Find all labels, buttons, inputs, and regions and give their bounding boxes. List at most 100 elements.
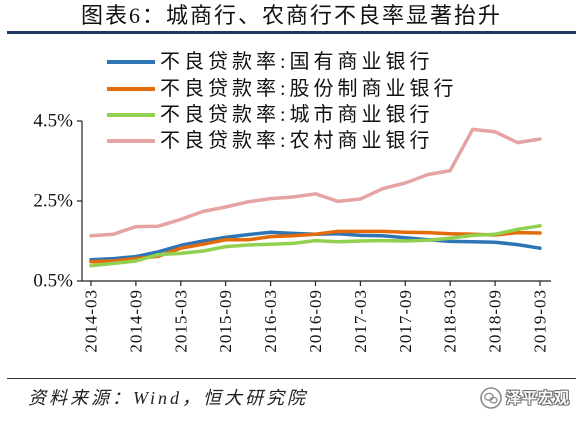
data-point <box>156 253 160 257</box>
x-tick-label: 2015-09 <box>216 289 235 353</box>
data-point <box>515 141 520 145</box>
y-tick-label: 0.5% <box>33 271 73 292</box>
x-tick-label: 2017-09 <box>396 289 415 353</box>
data-point <box>515 227 520 231</box>
data-point <box>156 224 160 228</box>
source-note: 资料来源：Wind，恒大研究院 <box>28 388 309 408</box>
data-point <box>246 238 250 242</box>
legend-item-state-owned-banks: 不良贷款率:国有商业银行 <box>107 49 457 75</box>
data-point <box>201 209 205 213</box>
data-point <box>111 232 116 236</box>
data-point <box>493 240 497 244</box>
data-point <box>179 243 183 247</box>
data-point <box>381 187 385 191</box>
data-point <box>291 234 295 238</box>
data-point <box>515 243 520 247</box>
x-tick-label: 2014-03 <box>82 289 101 353</box>
legend-swatch <box>107 60 155 64</box>
legend-label: 不良贷款率:城市商业银行 <box>160 104 434 126</box>
data-point <box>515 231 520 235</box>
legend-swatch <box>107 113 155 117</box>
data-point <box>179 251 183 255</box>
data-point <box>313 232 318 236</box>
data-point <box>358 229 362 233</box>
data-point <box>89 264 93 268</box>
data-point <box>313 239 318 243</box>
legend-swatch <box>107 139 155 143</box>
legend: 不良贷款率:国有商业银行 不良贷款率:股份制商业银行 不良贷款率:城市商业银行 … <box>107 0 467 160</box>
data-point <box>246 233 250 237</box>
x-tick-label: 2016-09 <box>306 289 325 353</box>
data-point <box>336 229 340 233</box>
data-point <box>269 235 273 239</box>
data-point <box>269 242 273 246</box>
data-point <box>493 232 497 236</box>
data-point <box>336 240 340 244</box>
data-point <box>336 199 340 203</box>
data-point <box>201 249 205 253</box>
x-tick-label: 2018-09 <box>486 289 505 353</box>
data-point <box>358 197 362 201</box>
data-point <box>493 130 497 134</box>
data-point <box>403 236 407 240</box>
x-tick-label: 2018-03 <box>441 289 460 353</box>
data-point <box>448 236 452 240</box>
data-point <box>538 137 542 141</box>
data-point <box>291 195 295 199</box>
data-point <box>89 260 93 264</box>
data-point <box>426 238 430 242</box>
data-point <box>224 238 228 242</box>
data-point <box>291 241 295 245</box>
data-point <box>381 239 385 243</box>
data-point <box>538 224 542 228</box>
data-point <box>201 242 205 246</box>
data-point <box>471 233 475 237</box>
title-divider <box>7 31 576 34</box>
x-tick-label: 2019-03 <box>531 289 550 353</box>
data-point <box>471 240 475 244</box>
data-point <box>224 245 228 249</box>
data-point <box>448 169 452 173</box>
data-point <box>134 225 138 229</box>
series-2 <box>89 224 542 268</box>
data-point <box>448 239 452 243</box>
source-divider <box>7 378 576 379</box>
legend-item-city-commercial-banks: 不良贷款率:城市商业银行 <box>107 102 457 128</box>
y-tick-label: 2.5% <box>33 191 73 212</box>
data-point <box>538 246 542 250</box>
x-tick-label: 2015-03 <box>171 289 190 353</box>
wechat-icon <box>480 387 502 409</box>
data-point <box>179 246 183 250</box>
data-point <box>246 243 250 247</box>
data-point <box>179 217 183 221</box>
data-point <box>381 229 385 233</box>
data-point <box>111 261 116 265</box>
data-point <box>471 127 475 131</box>
data-point <box>426 173 430 177</box>
legend-label: 不良贷款率:股份制商业银行 <box>160 78 458 100</box>
axes: 0.5% 2.5% 4.5% 2014-03 2014-09 2015-03 2015-09… <box>33 111 551 353</box>
legend-item-joint-stock-banks: 不良贷款率:股份制商业银行 <box>107 76 457 102</box>
data-point <box>89 234 93 238</box>
data-point <box>156 250 160 254</box>
data-point <box>313 192 318 196</box>
data-point <box>403 230 407 234</box>
legend-label: 不良贷款率:农村商业银行 <box>160 130 434 152</box>
legend-item-rural-commercial-banks: 不良贷款率:农村商业银行 <box>107 128 457 154</box>
data-point <box>134 259 138 263</box>
data-point <box>403 181 407 185</box>
data-point <box>269 197 273 201</box>
series-group <box>89 127 542 268</box>
data-point <box>381 234 385 238</box>
data-point <box>201 239 205 243</box>
data-point <box>224 205 228 209</box>
data-point <box>269 230 273 234</box>
data-point <box>426 231 430 235</box>
data-point <box>538 231 542 235</box>
x-tick-label: 2016-03 <box>261 289 280 353</box>
x-tick-label: 2017-03 <box>351 289 370 353</box>
series-line <box>89 224 542 268</box>
data-point <box>358 233 362 237</box>
